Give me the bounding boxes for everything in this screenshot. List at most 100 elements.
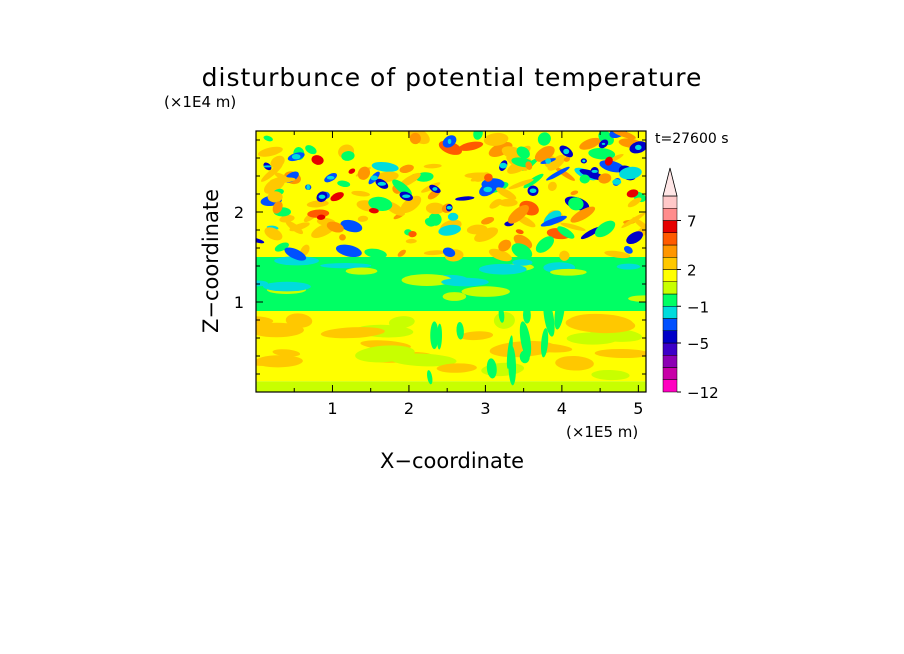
field-patch [488, 248, 512, 262]
field-patch [306, 200, 329, 208]
field-patch [340, 219, 363, 233]
field-patch [601, 142, 606, 145]
field-patch [364, 248, 387, 259]
field-patch [316, 214, 326, 220]
colorbar-swatch [662, 379, 678, 393]
field-patch [568, 197, 584, 211]
field-patch [484, 173, 493, 182]
colorbar-swatch [662, 306, 678, 319]
field-patch [621, 212, 646, 228]
field-patch [388, 316, 415, 329]
field-patch [529, 188, 537, 194]
field-patch [355, 345, 415, 363]
field-patch [594, 348, 646, 359]
field-patch [582, 159, 586, 163]
x-axis-label: X−coordinate [380, 449, 524, 473]
field-patch [555, 355, 594, 371]
field-patch [481, 216, 495, 225]
field-patch [446, 205, 452, 210]
field-patch [563, 148, 570, 155]
field-patch [604, 156, 613, 166]
field-patch [489, 198, 502, 209]
y-tick-label: 1 [234, 293, 244, 312]
field-patch [626, 189, 639, 198]
colorbar-swatch [662, 269, 678, 282]
field-patch [486, 358, 497, 379]
colorbar-label: 7 [687, 213, 697, 231]
field-patch [291, 153, 301, 160]
field-patch [591, 169, 598, 173]
x-tick-label: 4 [557, 399, 567, 418]
colorbar-swatch [662, 367, 678, 380]
x-axis: 1 2 3 4 5 [293, 131, 643, 418]
colorbar-swatch [662, 281, 678, 295]
field-patch [341, 151, 355, 161]
field-patch [447, 138, 452, 145]
field-patch [306, 184, 310, 190]
field-patch [272, 349, 301, 357]
y-axis-label: Z−coordinate [199, 189, 223, 333]
field-patch [377, 181, 387, 186]
field-patch [305, 145, 317, 155]
field-patch [512, 259, 533, 266]
field-patch [424, 217, 436, 227]
colorbar-swatch [662, 257, 678, 270]
field-patch [579, 174, 590, 184]
field-patch [540, 328, 549, 358]
field-patch [537, 132, 551, 146]
field-patch [318, 194, 326, 199]
field-patch [554, 293, 565, 330]
field-patch [563, 156, 571, 162]
field-patch [488, 141, 513, 157]
field-patch [499, 162, 508, 169]
field-patch [442, 247, 456, 258]
field-patch [565, 315, 636, 334]
field-patch [627, 197, 642, 208]
field-patch [423, 250, 446, 256]
field-patch [408, 230, 417, 238]
y-tick-label: 2 [234, 203, 244, 222]
field-patch [371, 161, 399, 172]
field-patch [604, 250, 631, 259]
temperature-field [256, 131, 646, 392]
field-patch [368, 196, 393, 211]
field-patch [405, 238, 417, 244]
field-patch [370, 175, 379, 181]
field-patch [330, 192, 344, 202]
colorbar: −12−5−127 [662, 167, 719, 402]
field-patch [511, 243, 533, 260]
field-patch [588, 148, 616, 160]
field-patch [624, 246, 633, 254]
field-patch [264, 227, 283, 241]
field-patch [570, 190, 579, 196]
field-patch [546, 166, 570, 181]
field-patch [256, 322, 304, 338]
field-patch [345, 267, 378, 275]
field-patch [447, 212, 459, 221]
field-patch [285, 313, 313, 328]
colorbar-swatch [662, 208, 678, 221]
field-patch [557, 226, 575, 239]
field-patch [550, 268, 587, 276]
field-patch [626, 231, 643, 245]
x-tick-label: 2 [404, 399, 414, 418]
field-patch [261, 163, 283, 182]
colorbar-extend-arrow [662, 167, 678, 197]
field-patch [507, 204, 529, 224]
field-patch [516, 146, 530, 159]
field-patch [436, 363, 477, 373]
field-patch [399, 172, 421, 188]
field-patch [442, 292, 467, 301]
field-patch [612, 178, 622, 185]
field-patch [619, 166, 642, 180]
colorbar-swatch [662, 318, 678, 331]
x-unit-label: (×1E5 m) [566, 423, 638, 441]
chart-title: disturbunce of potential temperature [202, 63, 703, 92]
field-patch [616, 263, 641, 270]
colorbar-swatch [662, 220, 678, 233]
x-tick-label: 3 [480, 399, 490, 418]
field-patch [498, 307, 505, 323]
field-patch [635, 144, 642, 150]
